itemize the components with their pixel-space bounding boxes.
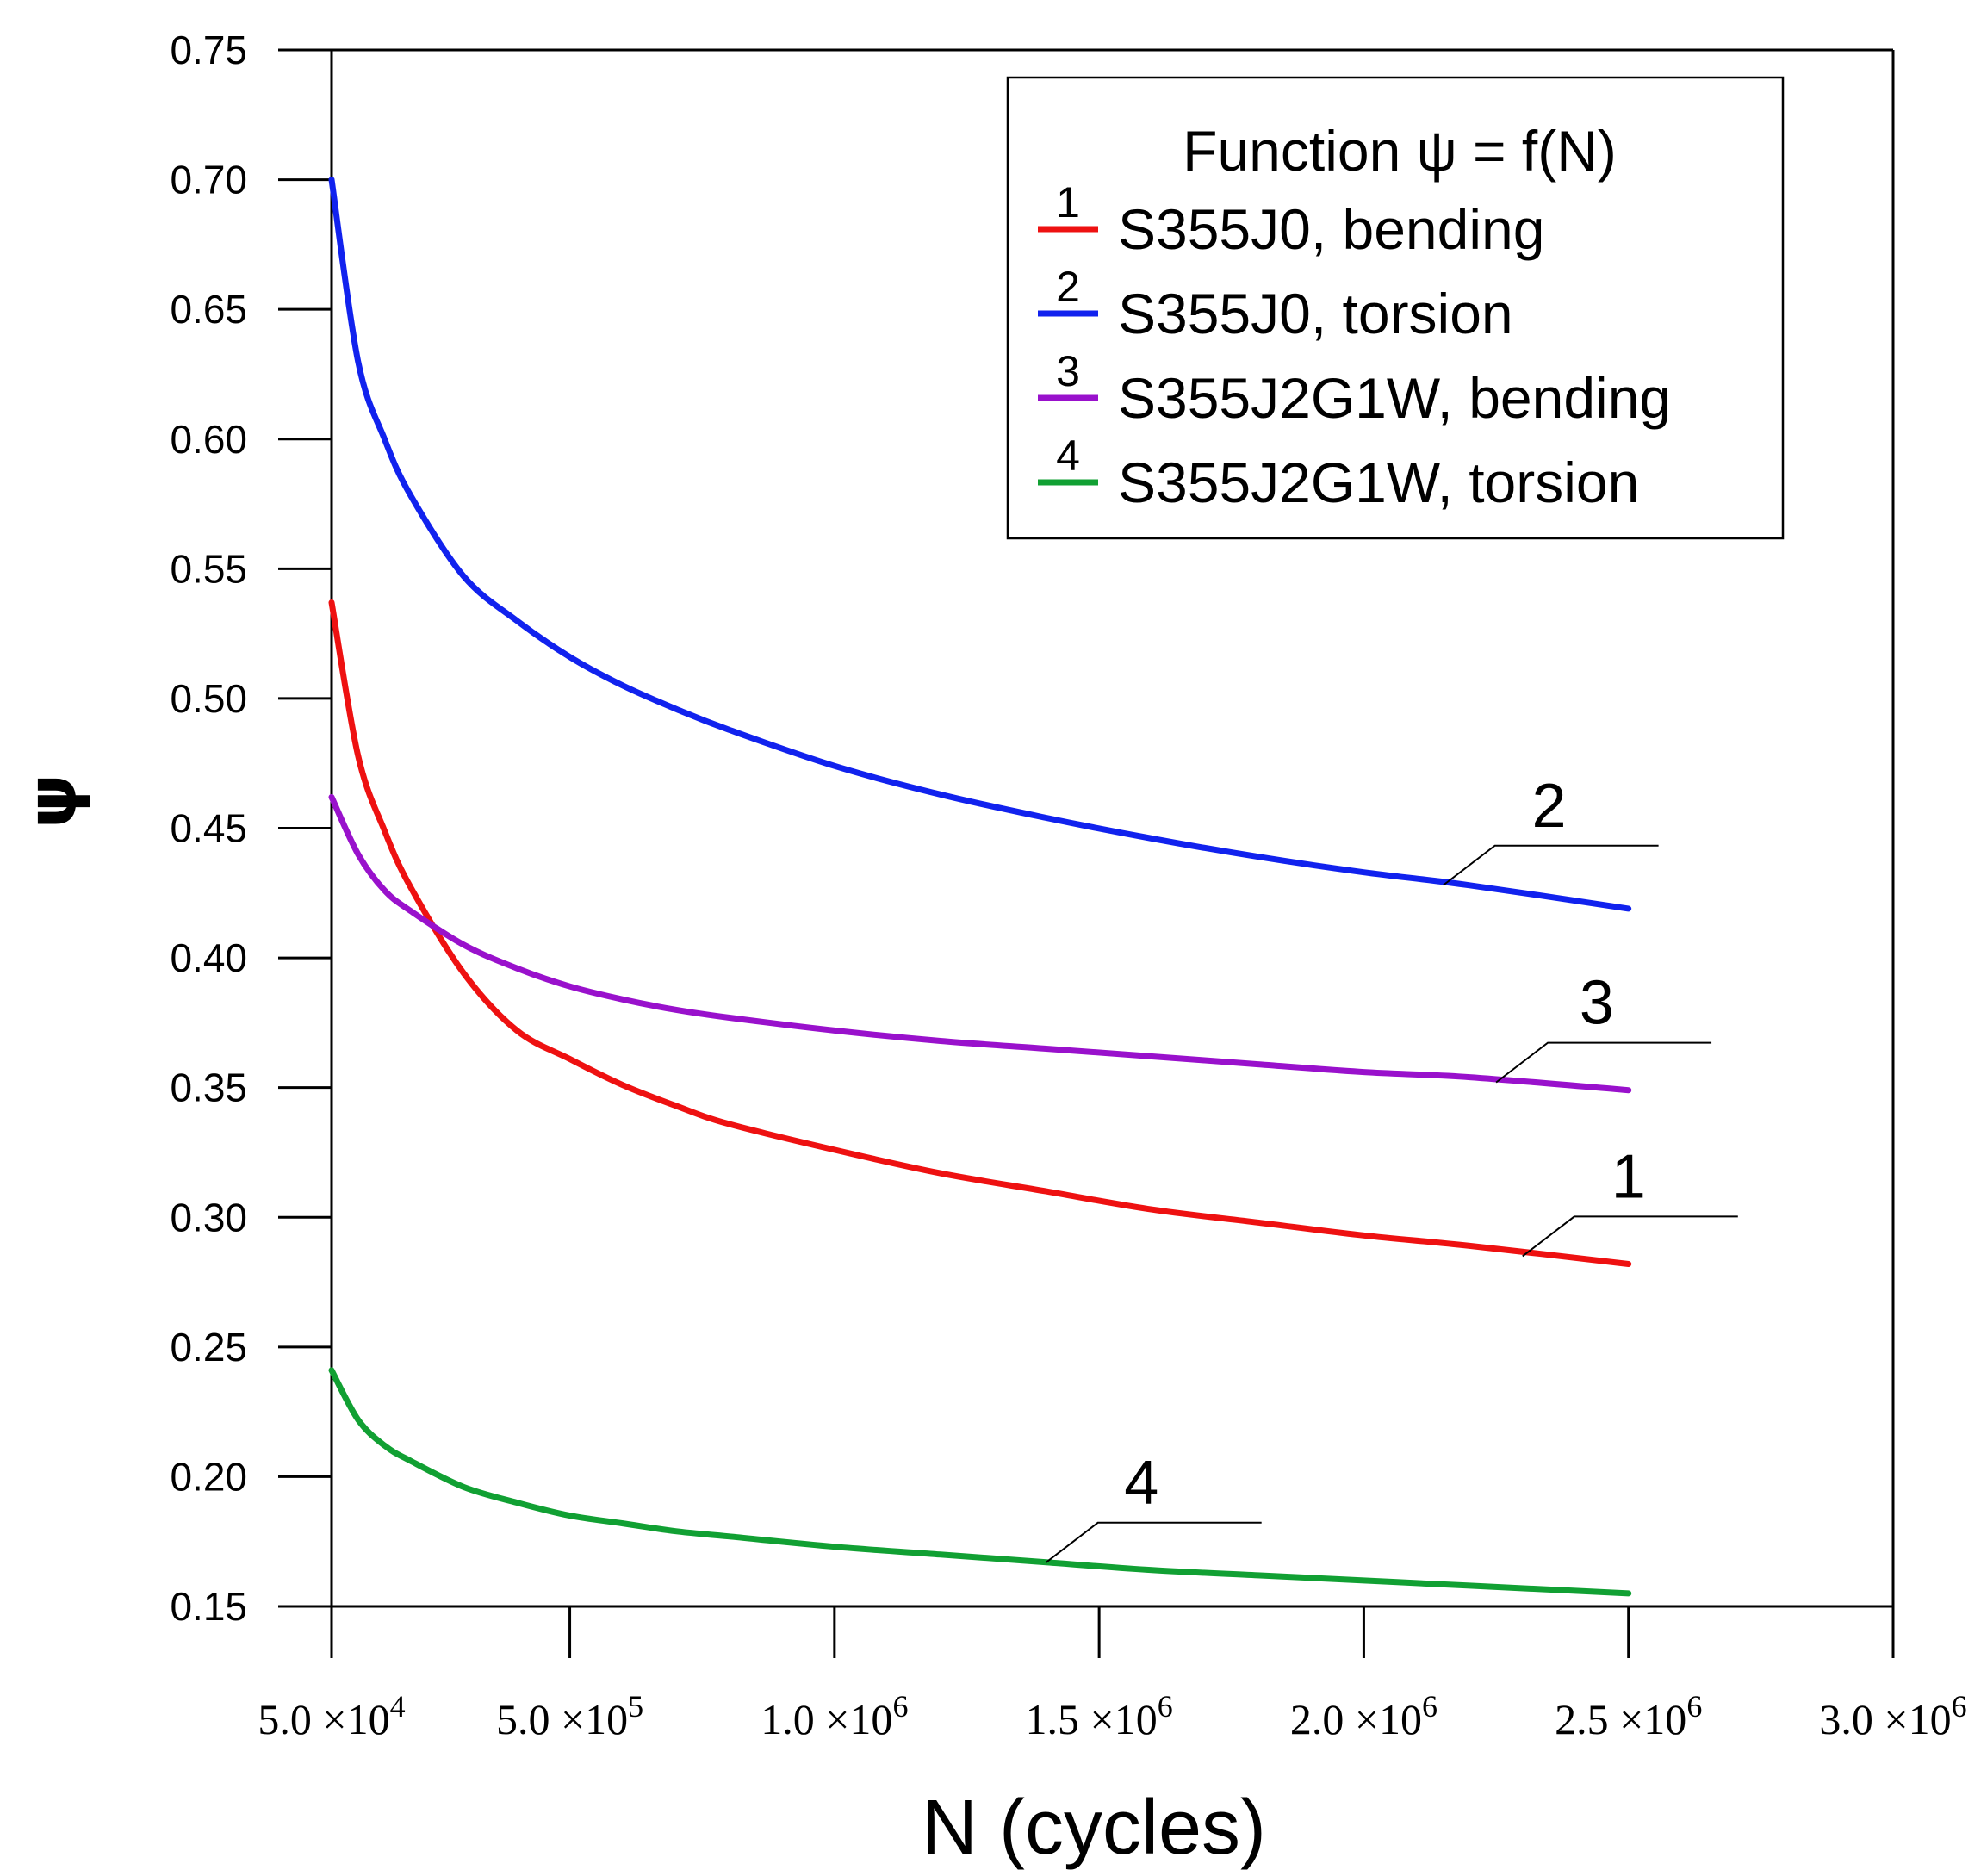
x-tick-label: 1.5 ×106: [1026, 1689, 1173, 1743]
legend-label-2: S355J0, torsion: [1118, 282, 1513, 345]
x-tick-label: 2.0 ×106: [1290, 1689, 1437, 1743]
callout-label-2: 2: [1532, 772, 1567, 841]
x-tick-label: 3.0 ×106: [1819, 1689, 1966, 1743]
legend-label-3: S355J2G1W, bending: [1118, 366, 1671, 430]
callout-leader-4: [1046, 1521, 1262, 1563]
callout-label-1: 1: [1611, 1142, 1646, 1211]
x-tick-label: 1.0 ×106: [761, 1689, 908, 1743]
legend-number-4: 4: [1056, 432, 1080, 480]
y-tick-label: 0.25: [170, 1325, 247, 1370]
y-tick-label: 0.40: [170, 935, 247, 980]
y-axis-ticks: 0.15 0.20 0.25 0.30 0.35 0.40 0.45 0.50 0.55 0.60…: [170, 28, 332, 1629]
y-tick-label: 0.15: [170, 1584, 247, 1629]
y-tick-label: 0.65: [170, 287, 247, 332]
series-line-3: [328, 793, 1632, 1094]
x-axis-title: N (cycles): [922, 1785, 1266, 1871]
series-layer: [328, 177, 1632, 1597]
y-tick-label: 0.35: [170, 1065, 247, 1110]
y-tick-label: 0.70: [170, 158, 247, 202]
y-tick-label: 0.55: [170, 546, 247, 591]
legend: Function ψ = f(N) 1 S355J0, bending 2 S355J…: [1006, 76, 1785, 540]
legend-number-1: 1: [1056, 178, 1080, 227]
callout-label-4: 4: [1124, 1449, 1158, 1518]
legend-title: Function ψ = f(N): [1183, 119, 1617, 183]
y-tick-label: 0.60: [170, 417, 247, 462]
legend-number-2: 2: [1056, 263, 1080, 311]
series-callouts: 1 2 3 4: [1046, 772, 1738, 1563]
y-axis-title: ψ: [12, 773, 92, 829]
y-tick-label: 0.30: [170, 1195, 247, 1239]
series-line-4: [328, 1367, 1632, 1597]
y-tick-label: 0.20: [170, 1454, 247, 1499]
legend-number-3: 3: [1056, 347, 1080, 395]
callout-leader-1: [1522, 1215, 1738, 1258]
y-tick-label: 0.75: [170, 28, 247, 72]
legend-label-1: S355J0, bending: [1118, 197, 1544, 261]
y-tick-label: 0.45: [170, 806, 247, 851]
legend-box: [1006, 76, 1785, 540]
series-line-2: [328, 177, 1632, 912]
legend-entries: 1 S355J0, bending 2 S355J0, torsion 3 S355J2G…: [1038, 178, 1671, 514]
series-line-1: [328, 599, 1632, 1267]
callout-leader-3: [1495, 1041, 1712, 1084]
callout-leader-2: [1443, 844, 1659, 886]
legend-label-4: S355J2G1W, torsion: [1118, 450, 1639, 514]
x-tick-label: 2.5 ×106: [1555, 1689, 1702, 1743]
x-tick-label: 5.0 ×104: [258, 1689, 405, 1743]
x-axis-ticks: 5.0 ×104 5.0 ×105 1.0 ×106 1.5 ×106 2.0 ×106…: [258, 1606, 1967, 1743]
callout-label-3: 3: [1580, 969, 1614, 1038]
y-tick-label: 0.50: [170, 676, 247, 721]
x-tick-label: 5.0 ×105: [496, 1689, 643, 1743]
